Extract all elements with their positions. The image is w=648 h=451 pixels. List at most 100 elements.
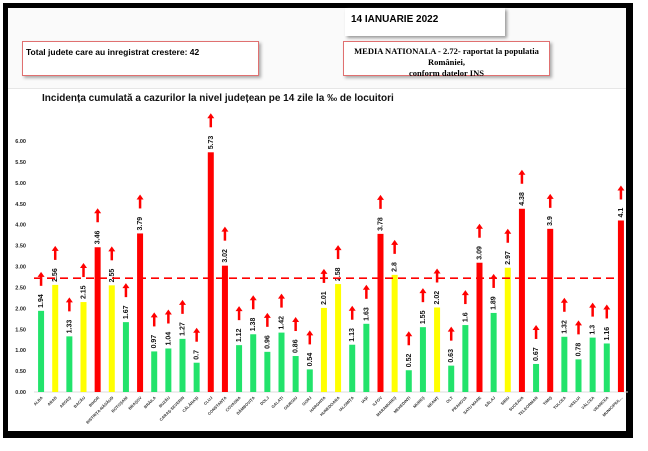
up-arrow-head-icon [504, 228, 512, 234]
value-label: 2.97 [505, 251, 512, 265]
up-arrow-head-icon [575, 320, 582, 326]
up-arrow-head-icon [433, 268, 441, 274]
bar [335, 284, 342, 392]
value-label: 0.7 [194, 350, 201, 360]
up-arrow-head-icon [476, 223, 483, 229]
bar [179, 338, 186, 392]
bar [193, 362, 200, 392]
value-label: 1.12 [236, 328, 243, 342]
up-arrow-head-icon [589, 302, 597, 308]
up-arrow-head-icon [292, 317, 300, 323]
bar [391, 274, 398, 392]
bar [363, 323, 370, 392]
x-tick-label: BRĂILA [143, 395, 157, 409]
up-arrow-head-icon [560, 297, 568, 303]
bar [94, 247, 101, 392]
value-label: 1.3 [590, 325, 597, 335]
value-label: 3.46 [95, 231, 102, 245]
value-label: 1.55 [420, 310, 427, 324]
value-label: 2.58 [335, 267, 342, 281]
up-arrow-head-icon [320, 268, 328, 274]
bar [434, 307, 441, 392]
up-arrow-head-icon [122, 283, 130, 289]
up-arrow-head-icon [447, 326, 455, 332]
y-tick-label: 4.00 [15, 223, 26, 229]
value-label: 0.96 [264, 335, 271, 349]
bar [151, 351, 158, 392]
up-arrow-head-icon [235, 306, 243, 312]
bar [448, 365, 455, 392]
up-arrow-head-icon [617, 185, 625, 191]
value-label: 1.32 [561, 320, 568, 334]
value-label: 2.8 [392, 262, 399, 272]
up-arrow-head-icon [179, 299, 186, 305]
x-tick-label: SIBIU [499, 395, 510, 406]
up-arrow-head-icon [263, 312, 271, 318]
x-tick-label: ARAD [46, 395, 58, 407]
value-label: 1.04 [165, 332, 172, 346]
value-label: 1.13 [349, 328, 356, 342]
bar [278, 332, 285, 392]
value-label: 4.38 [519, 192, 526, 206]
slide-frame: 14 IANUARIE 2022 Total judete care au in… [3, 3, 633, 438]
bar [320, 307, 327, 392]
bar [589, 337, 596, 392]
up-arrow-head-icon [348, 305, 356, 311]
bar [66, 336, 73, 392]
value-label: 2.56 [52, 268, 59, 282]
bar [349, 344, 356, 392]
bar [490, 312, 497, 392]
bar [405, 370, 412, 392]
bar [207, 152, 214, 392]
bar [547, 228, 554, 392]
national-average-line2: conform datelor INS [409, 68, 484, 78]
up-arrow-head-icon [603, 304, 611, 310]
up-arrow-head-icon [249, 295, 257, 301]
up-arrow-head-icon [150, 312, 158, 318]
up-arrow-head-icon [193, 327, 201, 333]
up-arrow-head-icon [306, 330, 314, 336]
up-arrow-head-icon [377, 194, 384, 200]
x-tick-label: IALOMIȚA [338, 395, 355, 412]
up-arrow-head-icon [419, 288, 427, 294]
up-arrow-head-icon [405, 331, 413, 337]
up-arrow-head-icon [278, 293, 285, 299]
value-label: 1.38 [250, 318, 257, 332]
x-tick-label: BIHOR [88, 395, 101, 408]
bar [250, 334, 257, 392]
up-arrow-head-icon [518, 169, 526, 175]
bar [108, 285, 115, 392]
y-tick-label: 1.00 [15, 348, 26, 354]
y-tick-label: 6.00 [15, 139, 26, 145]
value-label: 1.6 [462, 312, 469, 322]
bar [603, 343, 610, 392]
x-tick-label: DOLJ [259, 395, 270, 406]
value-label: 5.73 [208, 136, 215, 150]
value-label: 0.67 [533, 347, 540, 361]
up-arrow-head-icon [164, 309, 172, 315]
bar [292, 356, 299, 392]
bar [561, 336, 568, 392]
bar [264, 351, 271, 392]
bar [137, 233, 144, 392]
bar [80, 302, 87, 392]
value-label: 1.67 [123, 305, 130, 319]
value-label: 3.02 [222, 249, 229, 263]
bar [419, 327, 426, 392]
bar [122, 322, 129, 392]
x-tick-label: IAȘI [360, 395, 369, 404]
x-tick-label: SĂLAJ [484, 395, 497, 408]
bar [575, 359, 582, 392]
bar [165, 348, 172, 392]
y-tick-label: 4.50 [15, 202, 26, 208]
header-band: 14 IANUARIE 2022 Total judete care au in… [8, 8, 626, 89]
up-arrow-head-icon [334, 245, 342, 251]
value-label: 3.78 [378, 217, 385, 231]
up-arrow-head-icon [136, 194, 144, 200]
bar [533, 363, 540, 392]
x-tick-label: TIMIȘ [542, 395, 553, 406]
date-label: 14 IANUARIE 2022 [345, 8, 505, 36]
x-tick-label: BRAȘOV [127, 395, 143, 411]
value-label: 1.89 [491, 296, 498, 310]
y-tick-label: 5.00 [15, 181, 26, 187]
